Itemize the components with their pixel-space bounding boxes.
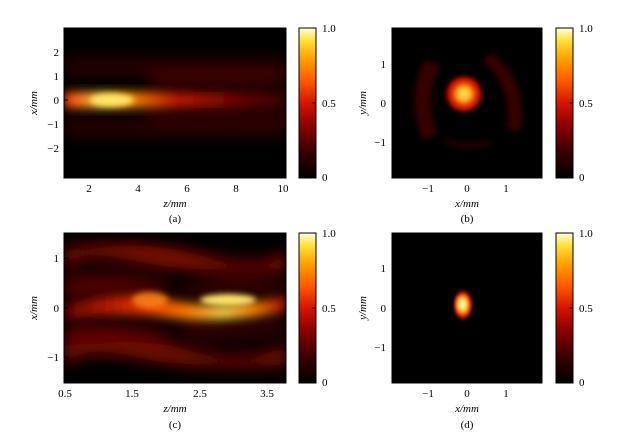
xaxis-d: −1 0 1 [422, 379, 509, 400]
xlabel-d: x/mm [454, 403, 479, 415]
xtick-label: 8 [233, 183, 239, 195]
xtick-label: 0 [464, 183, 470, 195]
xlabel-c: z/mm [162, 403, 186, 415]
panel-c: 1 0 −1 0.5 1.5 2.5 3.5 z/mm x/mm (c) 1.0… [28, 228, 336, 431]
panel-label-c: (c) [169, 419, 182, 431]
ytick-label: 0 [381, 98, 387, 110]
ytick-label: 0 [54, 303, 60, 315]
panel-b: 1 0 −1 −1 0 1 x/mm y/mm (b) 1.0 0.5 0 [357, 23, 593, 225]
ytick-label: −1 [374, 342, 386, 354]
xtick-label: 6 [184, 183, 190, 195]
xtick-label: 0.5 [58, 388, 72, 400]
ytick-label: 0 [54, 95, 60, 107]
ylabel-b: y/mm [357, 91, 369, 116]
ytick-label: −1 [47, 352, 59, 364]
ytick-label: 1 [381, 59, 387, 71]
xaxis-a: 2 4 6 8 10 [86, 174, 289, 195]
colorbar-tick-label: 0 [579, 172, 585, 184]
colorbar-d: 1.0 0.5 0 [555, 228, 593, 389]
xtick-label: 0 [464, 388, 470, 400]
ytick-label: 2 [54, 47, 60, 59]
ytick-label: −1 [374, 137, 386, 149]
heatmap-c [64, 233, 286, 383]
xtick-label: 4 [135, 183, 141, 195]
xlabel-b: x/mm [454, 198, 479, 210]
colorbar-b: 1.0 0.5 0 [555, 23, 593, 184]
ylabel-a: x/mm [28, 91, 40, 116]
panel-label-b: (b) [461, 213, 474, 225]
colorbar-tick-label: 1.0 [579, 23, 593, 35]
xtick-label: 1.5 [125, 388, 139, 400]
colorbar-tick-label: 0 [322, 377, 328, 389]
colorbar-tick-label: 0.5 [322, 303, 336, 315]
yaxis-c: 1 0 −1 [47, 253, 68, 364]
xlabel-a: z/mm [162, 198, 186, 210]
colorbar-tick-label: 0.5 [322, 98, 336, 110]
colorbar-tick-label: 1.0 [579, 228, 593, 240]
yaxis-b: 1 0 −1 [374, 59, 396, 149]
plot-frame-a [63, 27, 287, 179]
heatmap-a [64, 28, 286, 178]
xtick-label: 10 [278, 183, 290, 195]
xtick-label: 2 [86, 183, 92, 195]
ylabel-c: x/mm [28, 296, 40, 321]
ytick-label: 1 [54, 71, 60, 83]
colorbar-tick-label: 0 [579, 377, 585, 389]
ytick-label: 0 [381, 303, 387, 315]
heatmap-d [392, 233, 542, 383]
xtick-label: −1 [422, 183, 434, 195]
xtick-label: −1 [422, 388, 434, 400]
colorbar-tick-label: 0.5 [579, 98, 593, 110]
xaxis-c: 0.5 1.5 2.5 3.5 [58, 379, 274, 400]
ytick-label: 1 [54, 253, 60, 265]
xtick-label: 1 [503, 388, 509, 400]
colorbar-a: 1.0 0.5 0 [298, 23, 336, 184]
colorbar-tick-label: 0.5 [579, 303, 593, 315]
colorbar-tick-label: 0 [322, 172, 328, 184]
colorbar-c: 1.0 0.5 0 [298, 228, 336, 389]
panel-a: 2 1 0 −1 −2 2 4 6 8 10 z/mm x/mm (a) [28, 23, 336, 225]
colorbar-tick-label: 1.0 [322, 23, 336, 35]
ytick-label: 1 [381, 263, 387, 275]
xtick-label: 2.5 [193, 388, 207, 400]
xaxis-b: −1 0 1 [422, 174, 509, 195]
panel-label-d: (d) [461, 419, 474, 431]
colorbar-tick-label: 1.0 [322, 228, 336, 240]
ylabel-d: y/mm [357, 296, 369, 321]
xtick-label: 1 [503, 183, 509, 195]
yaxis-a: 2 1 0 −1 −2 [47, 47, 68, 155]
ytick-label: −1 [47, 119, 59, 131]
xtick-label: 3.5 [260, 388, 274, 400]
panel-label-a: (a) [169, 213, 182, 225]
ytick-label: −2 [47, 143, 59, 155]
yaxis-d: 1 0 −1 [374, 263, 396, 354]
heatmap-b [392, 28, 542, 178]
panel-d: 1 0 −1 −1 0 1 x/mm y/mm (d) 1.0 0.5 0 [357, 228, 593, 431]
